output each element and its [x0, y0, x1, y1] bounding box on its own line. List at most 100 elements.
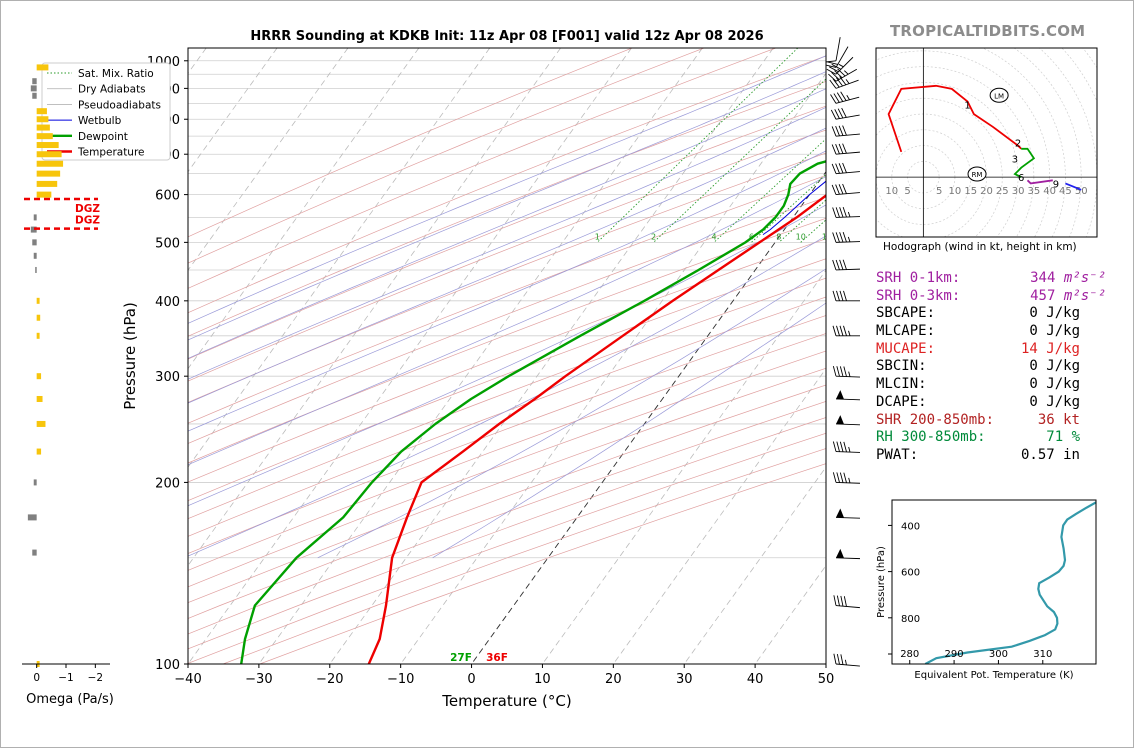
hodo-tick-label: 10 [949, 186, 962, 197]
barb-full [826, 68, 837, 75]
mixing-ratio-label: 2 [651, 232, 656, 241]
surface-temp-label: 36F [486, 652, 508, 664]
barb-full [840, 91, 847, 101]
barb-staff [835, 37, 841, 61]
barb-half [844, 70, 849, 75]
stat-label: MUCAPE: [876, 340, 936, 357]
barb-full [843, 366, 847, 377]
y-tick-label: 500 [155, 236, 180, 251]
dgz-label: DGZ [75, 203, 100, 215]
wind-barb [832, 231, 861, 243]
omega-bar [36, 142, 59, 149]
barb-full [835, 232, 840, 243]
barb-full [835, 259, 840, 270]
legend-label: Pseudoadiabats [78, 99, 161, 111]
barb-staff [835, 375, 861, 378]
barb-full [839, 441, 844, 452]
skew-plot-area: 1 2 4 6 8 10 13 16 20 24 30 36 [188, 48, 826, 664]
wind-barb [831, 183, 860, 196]
hodo-height-label: 3 [1012, 154, 1018, 165]
wind-barb [832, 325, 860, 337]
omega-bar [36, 395, 43, 402]
isotherm-line [400, 72, 826, 664]
hodo-tick-label: 15 [964, 186, 977, 197]
barb-staff [835, 133, 860, 137]
hodo-tick-label: 35 [1027, 186, 1040, 197]
barb-staff [835, 423, 861, 426]
barb-staff [835, 171, 860, 175]
stat-label: SHR 200-850mb: [876, 411, 995, 428]
barb-staff [835, 268, 861, 271]
hodo-tick-label: 40 [1043, 186, 1056, 197]
omega-bar [30, 226, 37, 233]
omega-tick-label: −1 [58, 672, 73, 684]
wind-barb [832, 441, 861, 453]
barb-full [831, 126, 837, 137]
stat-row: DCAPE: 0 J/kg [876, 394, 1116, 412]
barb-staff [835, 216, 861, 218]
legend-label: Wetbulb [78, 115, 122, 127]
mixing-ratio-group: 1 2 4 6 8 10 13 16 20 24 30 36 [595, 48, 826, 243]
stat-row: PWAT: 0.57 in [876, 447, 1116, 465]
barb-full [832, 290, 837, 301]
y-tick-label: 600 [155, 189, 180, 204]
barb-full [842, 183, 847, 194]
barb-full [843, 325, 847, 336]
dry-adiabat [188, 105, 826, 360]
stat-value-number: 71 % [1046, 429, 1080, 446]
barb-full [825, 60, 837, 63]
x-tick-label: 30 [676, 672, 693, 687]
stat-value: 0 J/kg [1029, 305, 1080, 323]
stat-value-number: 457 [1030, 287, 1056, 304]
wind-barb [831, 125, 860, 137]
stat-value: 71 % [1046, 429, 1080, 447]
omega-bar [36, 191, 52, 198]
barb-pennant [836, 390, 844, 400]
wind-barb [833, 653, 860, 667]
y-tick-label: 100 [155, 658, 180, 673]
barb-full [837, 68, 846, 77]
omega-bar [33, 252, 37, 259]
zero-isotherm [471, 170, 826, 664]
isotherm-line [329, 48, 774, 664]
hodo-height-label: 6 [1018, 173, 1024, 184]
stat-unit: m²s⁻² [1055, 270, 1106, 286]
barb-staff [835, 605, 860, 609]
stat-label: SRH 0-3km: [876, 287, 961, 304]
omega-bar [32, 549, 37, 556]
mixing-ratio-label: 4 [711, 232, 716, 241]
barb-full [829, 79, 837, 89]
legend-label: Sat. Mix. Ratio [78, 68, 154, 80]
barb-full [828, 73, 837, 82]
barb-full [838, 163, 844, 174]
hodo-height-label: 2 [1015, 139, 1021, 150]
stat-value: 14 J/kg [1021, 341, 1080, 359]
omega-bar [32, 78, 37, 85]
pseudoadiabat [188, 71, 826, 341]
mixing-ratio-label: 8 [776, 232, 781, 241]
wind-barb [830, 91, 860, 104]
hodo-tick-label: 5 [936, 186, 942, 197]
barb-full [843, 290, 847, 301]
x-tick-label: −30 [245, 672, 272, 687]
barb-full [842, 125, 847, 136]
barb-pennant [836, 415, 844, 425]
barb-staff [835, 68, 858, 82]
barb-full [838, 143, 844, 154]
y-tick-label: 200 [155, 476, 180, 491]
dgz-label: DGZ [75, 215, 100, 227]
barb-full [833, 653, 837, 665]
barb-full [839, 207, 844, 218]
hodo-tick-label: 10 [885, 186, 898, 197]
omega-bar [36, 170, 61, 177]
barb-half [844, 659, 847, 666]
legend-label: Temperature [77, 147, 145, 159]
barb-staff [835, 151, 860, 155]
pseudoadiabat [188, 176, 826, 466]
stat-value: 0 J/kg [1029, 376, 1080, 394]
omega-bar [36, 116, 49, 123]
barb-half [846, 95, 850, 100]
barb-staff [835, 451, 861, 453]
theta-e-x-tick-label: 280 [900, 649, 919, 660]
